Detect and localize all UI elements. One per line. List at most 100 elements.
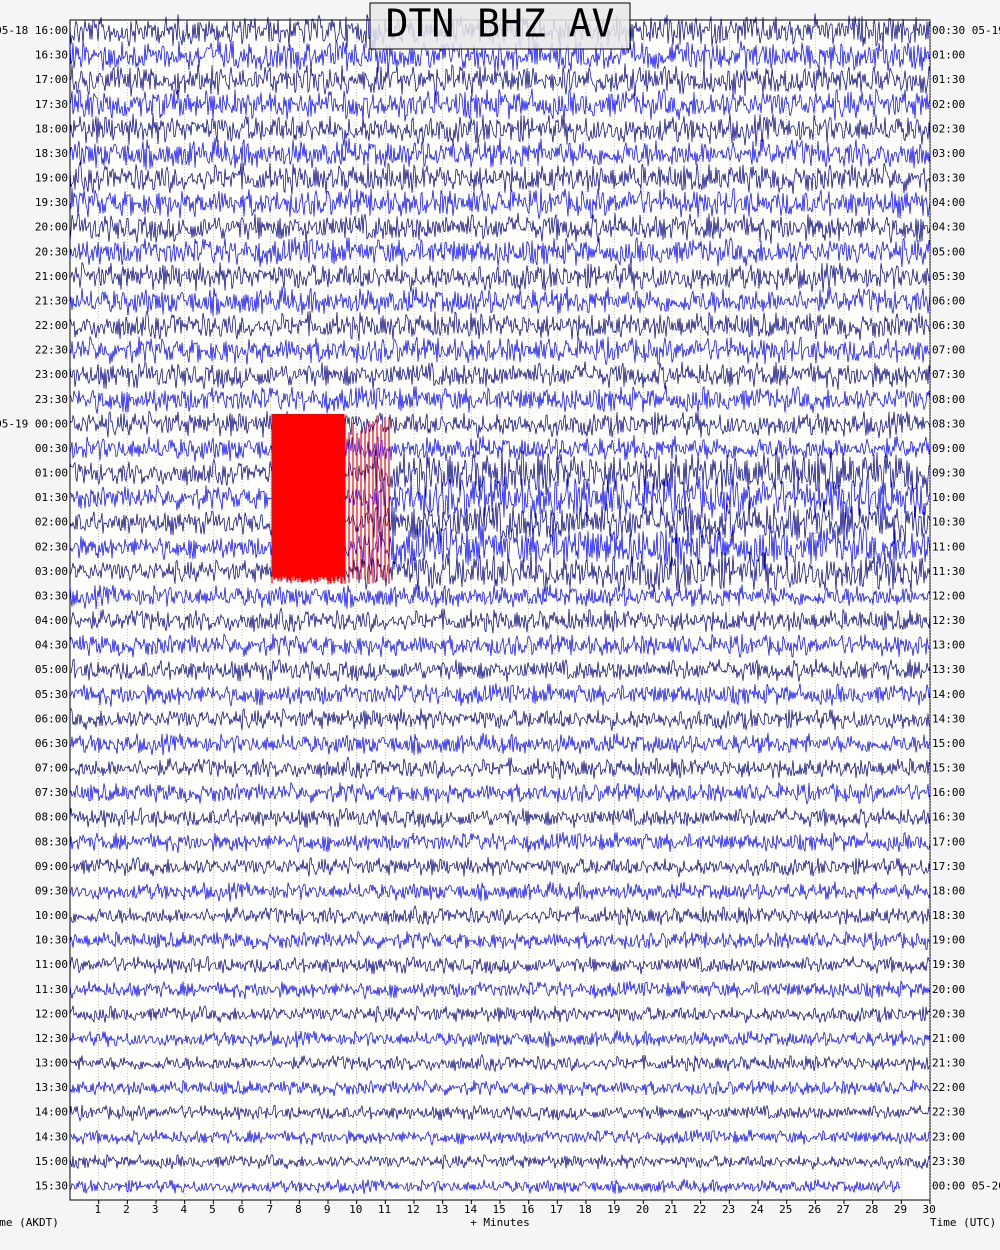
right-time-label: 00:00 05-20 — [932, 1179, 1000, 1192]
trace — [69, 551, 931, 595]
right-time-label: 01:30 — [932, 73, 965, 86]
trace — [69, 1153, 931, 1170]
x-tick-label: 26 — [808, 1203, 821, 1216]
left-time-label: 04:30 — [35, 639, 68, 652]
trace — [69, 632, 931, 658]
trace — [69, 524, 931, 570]
trace — [69, 435, 931, 463]
title: DTN BHZ AV — [386, 2, 615, 46]
right-time-label: 23:00 — [932, 1130, 965, 1143]
right-time-label: 12:30 — [932, 614, 965, 627]
right-time-label: 07:00 — [932, 344, 965, 357]
trace — [69, 607, 931, 634]
left-time-label: 12:00 — [35, 1007, 68, 1020]
trace — [69, 1030, 931, 1048]
trace — [69, 88, 931, 122]
x-tick-label: 28 — [865, 1203, 878, 1216]
x-tick-label: 7 — [266, 1203, 273, 1216]
trace — [69, 63, 931, 97]
trace — [69, 707, 931, 731]
left-time-label: 14:00 — [35, 1106, 68, 1119]
right-time-label: 02:30 — [932, 122, 965, 135]
left-time-label: 21:00 — [35, 270, 68, 283]
left-time-label: 15:30 — [35, 1179, 68, 1192]
left-time-label: 01:30 — [35, 491, 68, 504]
trace — [69, 286, 931, 317]
right-time-label: 19:00 — [932, 934, 965, 947]
left-time-label: 17:00 — [35, 73, 68, 86]
x-tick-label: 11 — [378, 1203, 391, 1216]
x-tick-label: 24 — [751, 1203, 765, 1216]
left-time-label: 19:30 — [35, 196, 68, 209]
x-tick-label: 20 — [636, 1203, 649, 1216]
left-time-label: 02:30 — [35, 540, 68, 553]
right-time-label: 23:30 — [932, 1155, 965, 1168]
x-tick-label: 9 — [324, 1203, 331, 1216]
x-tick-label: 30 — [923, 1203, 936, 1216]
right-time-label: 14:00 — [932, 688, 965, 701]
left-time-label: 02:00 — [35, 516, 68, 529]
left-time-label: 08:30 — [35, 835, 68, 848]
right-time-label: 12:00 — [932, 589, 965, 602]
right-time-label: 10:00 — [932, 491, 965, 504]
left-time-label: 18:30 — [35, 147, 68, 160]
x-tick-label: 2 — [123, 1203, 130, 1216]
left-time-label: 20:00 — [35, 221, 68, 234]
right-time-label: 14:30 — [932, 712, 965, 725]
right-time-label: 08:30 — [932, 417, 965, 430]
right-time-label: 01:00 — [932, 49, 965, 62]
trace — [69, 1005, 931, 1024]
right-axis-label: Time (UTC) — [930, 1216, 996, 1229]
trace — [69, 1128, 931, 1147]
left-time-label: 18:00 — [35, 122, 68, 135]
x-tick-label: 17 — [550, 1203, 563, 1216]
right-time-label: 03:30 — [932, 172, 965, 185]
trace — [69, 1053, 931, 1073]
trace — [69, 385, 931, 414]
right-time-label: 22:00 — [932, 1081, 965, 1094]
left-time-label: 07:30 — [35, 786, 68, 799]
left-time-label: 23:30 — [35, 393, 68, 406]
trace — [69, 1104, 931, 1122]
left-time-label: 04:00 — [35, 614, 68, 627]
left-time-label: 05:30 — [35, 688, 68, 701]
left-time-label: 21:30 — [35, 294, 68, 307]
x-tick-label: 15 — [493, 1203, 506, 1216]
trace — [69, 732, 931, 756]
right-time-label: 18:30 — [932, 909, 965, 922]
x-tick-label: 23 — [722, 1203, 735, 1216]
x-tick-label: 1 — [94, 1203, 101, 1216]
trace — [69, 187, 931, 219]
trace — [69, 410, 931, 439]
right-time-label: 00:30 05-19 — [932, 24, 1000, 37]
left-time-label: 19:00 — [35, 172, 68, 185]
right-time-label: 20:30 — [932, 1007, 965, 1020]
left-time-label: 03:00 — [35, 565, 68, 578]
right-time-label: 07:30 — [932, 368, 965, 381]
right-time-label: 16:00 — [932, 786, 965, 799]
right-time-label: 02:00 — [932, 98, 965, 111]
left-time-label: 12:30 — [35, 1032, 68, 1045]
left-time-label: 20:30 — [35, 245, 68, 258]
x-tick-label: 13 — [435, 1203, 448, 1216]
traces — [69, 13, 931, 1195]
right-time-label: 21:00 — [932, 1032, 965, 1045]
trace — [69, 683, 931, 707]
right-time-label: 15:00 — [932, 737, 965, 750]
x-tick-label: 12 — [407, 1203, 420, 1216]
x-tick-label: 22 — [693, 1203, 706, 1216]
trace — [69, 658, 931, 682]
right-time-label: 06:30 — [932, 319, 965, 332]
right-time-label: 05:30 — [932, 270, 965, 283]
right-time-label: 08:00 — [932, 393, 965, 406]
trace — [69, 261, 931, 293]
plot-area — [69, 19, 931, 1201]
right-time-label: 21:30 — [932, 1057, 965, 1070]
left-time-label: 11:00 — [35, 958, 68, 971]
left-time-label: 22:30 — [35, 344, 68, 357]
right-time-label: 06:00 — [932, 294, 965, 307]
x-tick-label: 14 — [464, 1203, 478, 1216]
left-time-label: 05:00 — [35, 663, 68, 676]
trace — [69, 1178, 901, 1195]
x-tick-label: 3 — [152, 1203, 159, 1216]
